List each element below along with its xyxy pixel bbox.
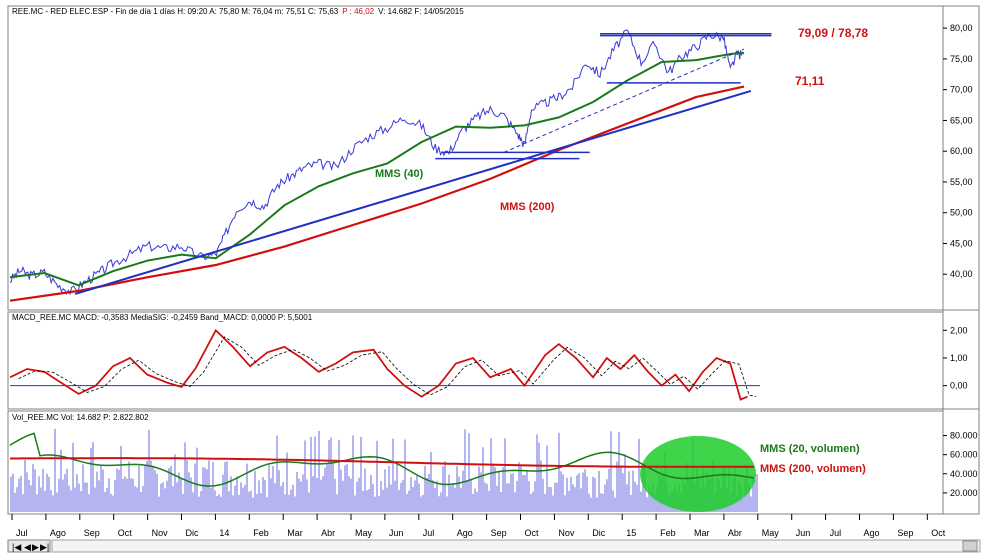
scroll-last-icon[interactable]: ▶|: [40, 542, 49, 552]
x-tick-label: Abr: [728, 528, 742, 538]
x-tick-label: Sep: [897, 528, 913, 538]
support-label: 71,11: [795, 74, 825, 88]
trendline: [74, 89, 752, 295]
price-tick-label: 80,00: [950, 23, 973, 33]
macd-signal-line: [18, 336, 757, 397]
x-tick-label: Oct: [525, 528, 540, 538]
volume-mms20-line: [9, 432, 755, 487]
x-tick-label: May: [355, 528, 373, 538]
mms200-label: MMS (200): [500, 201, 555, 213]
scroll-next-icon[interactable]: ▶: [32, 542, 39, 552]
scroll-controls: |◀ ◀ ▶ ▶|: [7, 539, 981, 553]
volume-averages: [9, 432, 755, 487]
x-tick-label: 14: [219, 528, 229, 538]
x-tick-label: Oct: [931, 528, 946, 538]
price-tick-label: 40,00: [950, 269, 973, 279]
price-header: REE.MC - RED ELEC.ESP - Fin de día 1 día…: [12, 7, 464, 16]
x-tick-label: Oct: [118, 528, 133, 538]
x-tick-label: Dic: [592, 528, 605, 538]
volume-tick-label: 60.000: [950, 450, 978, 460]
macd-ticks: 2,00 1,00 0,00: [10, 325, 968, 391]
price-tick-label: 60,00: [950, 146, 973, 156]
volume-tick-label: 80.000: [950, 431, 978, 441]
x-tick-label: Jul: [16, 528, 28, 538]
price-tick-label: 70,00: [950, 85, 973, 95]
volume-header: Vol_REE.MC Vol: 14.682 P: 2.822.802: [12, 413, 149, 422]
dashed-trendline: [503, 48, 745, 153]
macd-tick-label: 1,00: [950, 353, 968, 363]
price-tick-label: 75,00: [950, 54, 973, 64]
price-tick-label: 65,00: [950, 115, 973, 125]
x-tick-label: Dic: [186, 528, 199, 538]
x-tick-label: Ago: [864, 528, 880, 538]
x-tick-label: Feb: [660, 528, 676, 538]
price-lines: [9, 29, 772, 302]
x-tick-label: Mar: [287, 528, 303, 538]
x-tick-label: May: [762, 528, 780, 538]
x-tick-label: Ago: [50, 528, 66, 538]
x-tick-label: Abr: [321, 528, 335, 538]
macd-lines: [9, 328, 757, 401]
mms40-label: MMS (40): [375, 168, 424, 180]
x-tick-label: Nov: [558, 528, 575, 538]
vol20-label: MMS (20, volumen): [760, 443, 860, 455]
macd-header: MACD_REE.MC MACD: -0,3583 MediaSIG: -0,2…: [12, 313, 313, 322]
mms200-line: [9, 85, 745, 302]
x-tick-label: 15: [626, 528, 636, 538]
mms40-line: [9, 51, 745, 287]
x-tick-label: Jun: [389, 528, 404, 538]
price-tick-label: 50,00: [950, 208, 973, 218]
price-header-p: P : 46,02: [342, 7, 374, 16]
scroll-prev-icon[interactable]: ◀: [24, 542, 31, 552]
x-axis: Jul Ago Sep Oct Nov Dic 14 Feb Mar Abr May Jun Jul Ag…: [11, 514, 946, 538]
volume-highlight-ellipse: [640, 436, 756, 512]
x-tick-label: Nov: [152, 528, 169, 538]
x-tick-label: Feb: [253, 528, 269, 538]
scroll-track[interactable]: [51, 539, 981, 553]
scroll-first-icon[interactable]: |◀: [12, 542, 21, 552]
price-ticks: 80,00 75,00 70,00 65,00 60,00 55,00 50,00 45,00…: [943, 23, 973, 279]
macd-line: [9, 328, 748, 401]
price-axis: [942, 5, 980, 515]
volume-mms200-line: [10, 457, 754, 468]
x-tick-label: Mar: [694, 528, 710, 538]
x-tick-label: Jul: [830, 528, 842, 538]
x-tick-label: Sep: [491, 528, 507, 538]
x-tick-label: Ago: [457, 528, 473, 538]
resistance-label: 79,09 / 78,78: [798, 26, 868, 40]
macd-tick-label: 0,00: [950, 381, 968, 391]
x-tick-label: Sep: [84, 528, 100, 538]
price-tick-label: 55,00: [950, 177, 973, 187]
scroll-end-button[interactable]: [962, 540, 978, 552]
volume-ticks: 80.000 60.000 40.000 20.000: [943, 431, 978, 498]
x-tick-label: Jun: [796, 528, 811, 538]
volume-tick-label: 40.000: [950, 469, 978, 479]
x-tick-label: Jul: [423, 528, 435, 538]
price-series-line: [9, 29, 744, 296]
vol200-label: MMS (200, volumen): [760, 463, 866, 475]
price-header-tail: V: 14.682 F: 14/05/2015: [378, 7, 464, 16]
volume-tick-label: 20.000: [950, 488, 978, 498]
price-tick-label: 45,00: [950, 238, 973, 248]
macd-tick-label: 2,00: [950, 325, 968, 335]
